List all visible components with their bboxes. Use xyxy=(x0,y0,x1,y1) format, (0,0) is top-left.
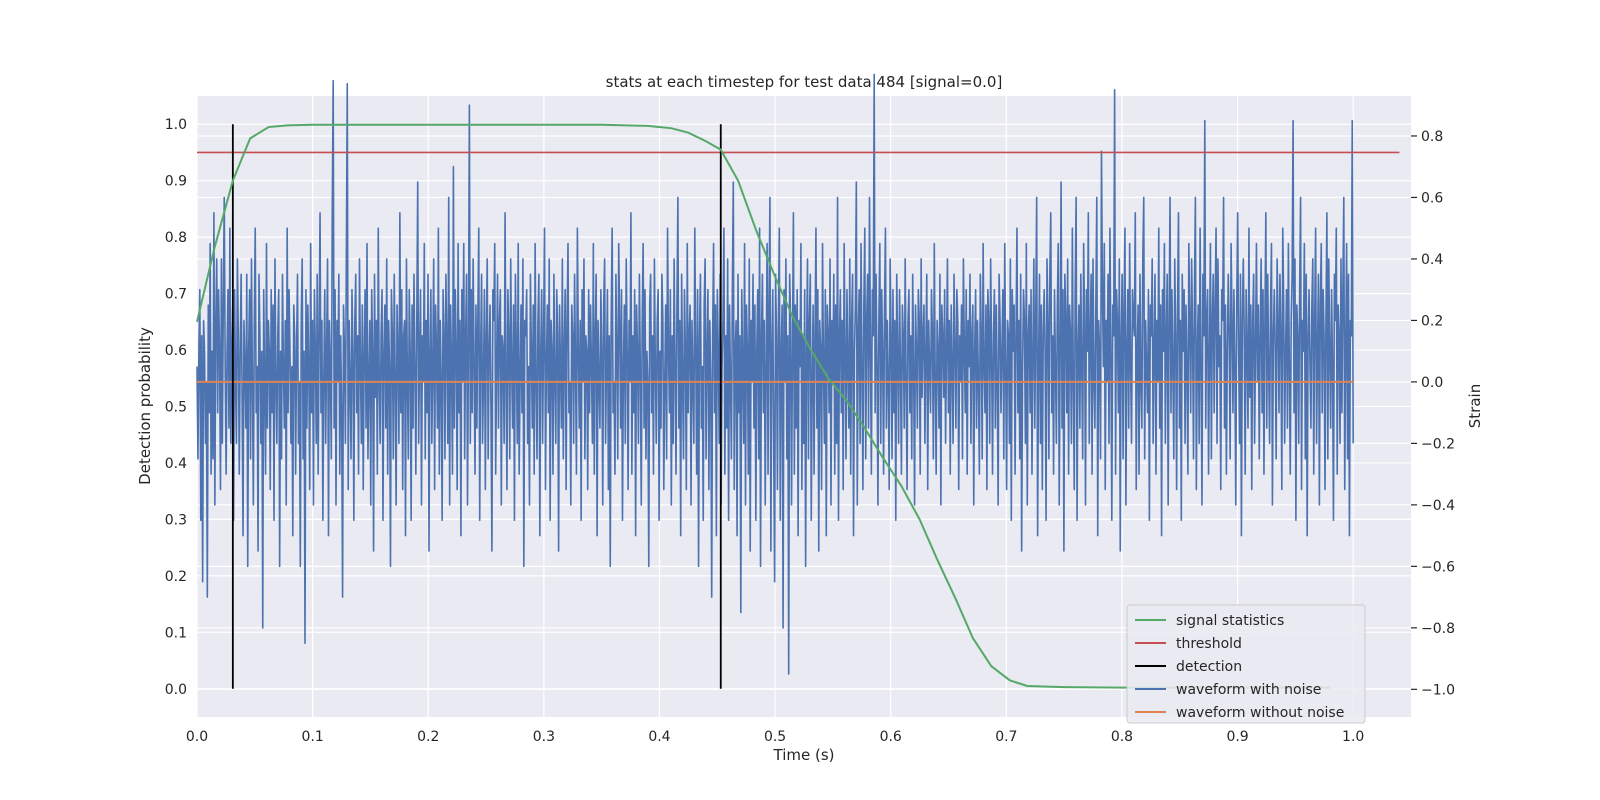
x-tick-label: 0.1 xyxy=(301,729,323,745)
x-tick-label: 0.5 xyxy=(764,729,786,745)
y-left-tick-label: 0.0 xyxy=(165,682,187,698)
x-tick-label: 0.6 xyxy=(880,729,902,745)
y-left-tick-label: 0.8 xyxy=(165,230,187,246)
x-tick-label: 0.9 xyxy=(1226,729,1248,745)
legend-label: threshold xyxy=(1176,636,1242,652)
series-layer xyxy=(196,73,1400,689)
y-left-tick-label: 0.2 xyxy=(165,569,187,585)
x-tick-label: 0.4 xyxy=(648,729,670,745)
y-left-tick-label: 0.1 xyxy=(165,625,187,641)
chart-title: stats at each timestep for test data 484… xyxy=(606,73,1003,91)
y-axis-left-label: Detection probability xyxy=(136,327,154,485)
y-right-tick-label: −0.8 xyxy=(1421,621,1455,637)
y-right-tick-label: 0.2 xyxy=(1421,313,1443,329)
series-signal-statistics xyxy=(196,123,1331,689)
legend-label: detection xyxy=(1176,659,1242,675)
x-tick-label: 0.2 xyxy=(417,729,439,745)
y-axis-right-ticks: −1.0 −0.8 −0.6 −0.4 −0.2 0.0 0.2 0.4 0.6 0.8 xyxy=(1411,129,1455,698)
legend: signal statistics threshold detection wavef… xyxy=(1126,604,1366,724)
y-left-tick-label: 0.9 xyxy=(165,174,187,190)
y-right-tick-label: −0.6 xyxy=(1421,559,1455,575)
y-right-tick-label: 0.6 xyxy=(1421,190,1443,206)
y-right-tick-label: 0.4 xyxy=(1421,252,1443,268)
y-left-tick-label: 0.6 xyxy=(165,343,187,359)
y-right-tick-label: 0.0 xyxy=(1421,375,1443,391)
y-right-tick-label: −1.0 xyxy=(1421,682,1455,698)
x-axis-label: Time (s) xyxy=(773,746,835,764)
x-axis-ticks: 0.0 0.1 0.2 0.3 0.4 0.5 0.6 0.7 0.8 0.9 1.0 xyxy=(186,729,1364,745)
y-left-tick-label: 0.3 xyxy=(165,512,187,528)
x-tick-label: 0.7 xyxy=(995,729,1017,745)
series-waveform-with-noise xyxy=(196,73,1354,675)
x-tick-label: 1.0 xyxy=(1342,729,1364,745)
y-right-tick-label: −0.2 xyxy=(1421,436,1455,452)
x-tick-label: 0.0 xyxy=(186,729,208,745)
y-left-tick-label: 0.4 xyxy=(165,456,187,472)
x-tick-label: 0.8 xyxy=(1111,729,1133,745)
legend-label: waveform without noise xyxy=(1176,705,1344,721)
legend-label: signal statistics xyxy=(1176,613,1284,629)
y-left-tick-label: 0.7 xyxy=(165,287,187,303)
y-right-tick-label: 0.8 xyxy=(1421,129,1443,145)
y-axis-left-ticks: 0.0 0.1 0.2 0.3 0.4 0.5 0.6 0.7 0.8 0.9 1.0 xyxy=(165,117,187,698)
legend-label: waveform with noise xyxy=(1176,682,1321,698)
y-left-tick-label: 1.0 xyxy=(165,117,187,133)
legend-box xyxy=(1126,604,1366,724)
y-right-tick-label: −0.4 xyxy=(1421,498,1455,514)
y-axis-right-label: Strain xyxy=(1466,384,1484,428)
x-tick-label: 0.3 xyxy=(533,729,555,745)
y-left-tick-label: 0.5 xyxy=(165,400,187,416)
